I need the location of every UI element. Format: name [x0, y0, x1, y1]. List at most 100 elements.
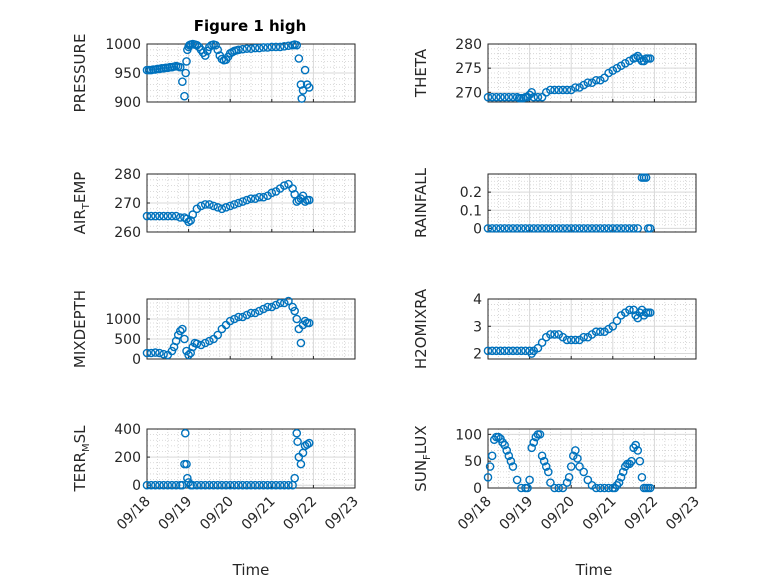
- data-point: [304, 438, 314, 448]
- data-point: [596, 483, 605, 493]
- data-point: [279, 480, 289, 490]
- data-point: [290, 306, 299, 316]
- subplot-2: 270 275 280 THETA: [412, 37, 697, 103]
- axes-box: [146, 173, 356, 233]
- y-axis-label: TERRMSL: [71, 425, 92, 493]
- data-point: [155, 211, 164, 221]
- y-tick-label: 2: [473, 347, 482, 363]
- data-point: [579, 332, 588, 342]
- data-point: [225, 201, 235, 211]
- data-point: [612, 316, 622, 326]
- data-point: [238, 312, 247, 322]
- data-point: [297, 94, 307, 103]
- data-point: [250, 194, 260, 203]
- y-tick-label: 400: [114, 422, 141, 438]
- data-point: [293, 437, 302, 446]
- data-point: [234, 45, 243, 55]
- data-point: [616, 472, 626, 482]
- data-point: [171, 480, 181, 490]
- figure-title: Figure 1 high: [194, 17, 307, 35]
- data-point: [612, 224, 622, 233]
- data-point: [184, 350, 193, 360]
- data-point: [163, 480, 173, 490]
- data-point: [279, 181, 289, 190]
- data-point: [250, 43, 260, 53]
- data-point: [238, 480, 247, 490]
- data-point: [213, 330, 223, 340]
- data-point: [496, 346, 505, 356]
- data-point: [242, 310, 252, 320]
- data-point: [213, 45, 223, 55]
- data-point: [182, 57, 191, 66]
- data-point: [167, 211, 177, 221]
- data-point: [146, 480, 156, 490]
- x-tick-label: 09/19: [497, 494, 537, 534]
- x-tick-label: 09/20: [197, 494, 237, 534]
- data-point: [550, 224, 559, 233]
- y-tick-label: 200: [114, 450, 141, 466]
- data-point: [155, 480, 164, 490]
- data-point: [554, 85, 564, 95]
- data-point: [200, 200, 210, 209]
- axes-box: [146, 428, 356, 489]
- data-point: [171, 211, 181, 221]
- data-point: [181, 68, 190, 78]
- data-point: [217, 204, 227, 214]
- y-tick-label: 0.1: [460, 203, 482, 219]
- y-tick-label: 900: [114, 95, 141, 111]
- data-point: [562, 478, 572, 487]
- data-point: [304, 318, 314, 328]
- data-point: [504, 224, 514, 233]
- x-tick-label: 09/22: [280, 494, 320, 534]
- data-point: [546, 330, 555, 339]
- data-point: [575, 224, 584, 233]
- data-point: [180, 428, 190, 438]
- x-tick-label: 09/23: [322, 494, 362, 534]
- data-point: [537, 224, 547, 233]
- data-point: [196, 480, 206, 490]
- data-point: [188, 480, 198, 490]
- data-point: [492, 224, 501, 233]
- data-point: [575, 83, 584, 92]
- subplot-3: 260 270 280 AIRTEMP: [71, 167, 356, 241]
- y-tick-label: 280: [114, 167, 141, 183]
- data-point: [304, 195, 314, 205]
- x-axis-title-right: Time: [575, 561, 613, 579]
- data-point: [242, 44, 252, 53]
- data-point: [175, 213, 185, 222]
- data-point: [566, 85, 576, 95]
- data-point: [596, 224, 605, 233]
- data-point: [184, 217, 193, 227]
- subplot-1: 900 950 1000 PRESSURE: [71, 34, 356, 112]
- data-point: [516, 346, 526, 356]
- data-point: [485, 462, 495, 471]
- data-point: [645, 54, 655, 63]
- data-point: [608, 66, 618, 75]
- data-point: [500, 346, 509, 356]
- data-point: [288, 184, 297, 193]
- data-point: [213, 203, 223, 212]
- data-point: [259, 43, 268, 52]
- data-point: [205, 480, 214, 490]
- data-point: [616, 224, 626, 233]
- data-point: [225, 480, 235, 490]
- data-point: [541, 224, 551, 233]
- data-point: [200, 51, 210, 60]
- data-point: [533, 343, 543, 353]
- data-point: [146, 348, 156, 358]
- data-point: [250, 480, 260, 490]
- subplot-4: 0 0.1 0.2 RAINFALL: [412, 167, 697, 238]
- data-point: [558, 483, 568, 493]
- data-point: [502, 446, 512, 455]
- data-point: [267, 302, 277, 312]
- data-point: [604, 224, 613, 233]
- data-point: [525, 475, 534, 485]
- y-tick-label: 0: [473, 221, 482, 237]
- y-tick-label: 260: [114, 225, 141, 241]
- data-point: [562, 85, 572, 95]
- data-point: [566, 335, 576, 345]
- y-tick-label: 0: [132, 478, 141, 494]
- y-tick-label: 50: [464, 454, 482, 470]
- data-point: [508, 92, 518, 102]
